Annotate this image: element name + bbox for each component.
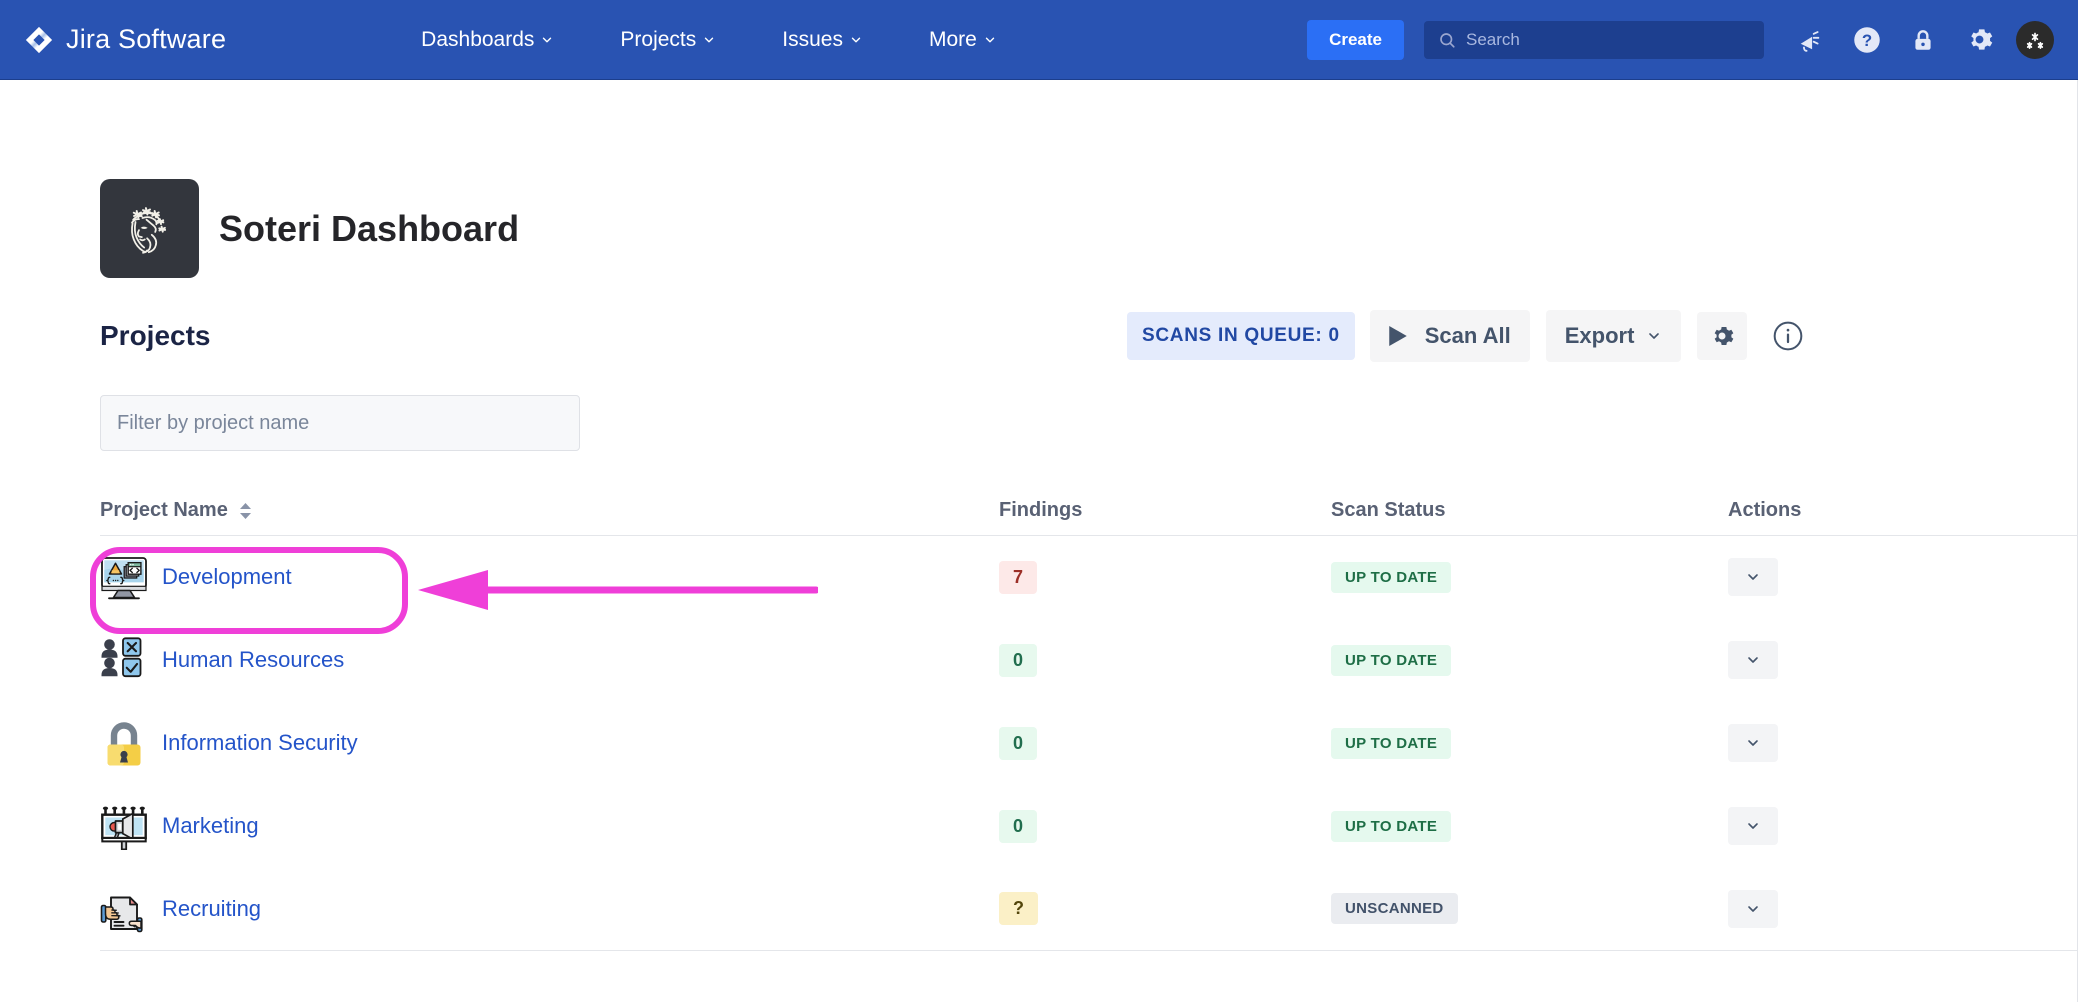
svg-text:?: ? xyxy=(1862,31,1872,50)
